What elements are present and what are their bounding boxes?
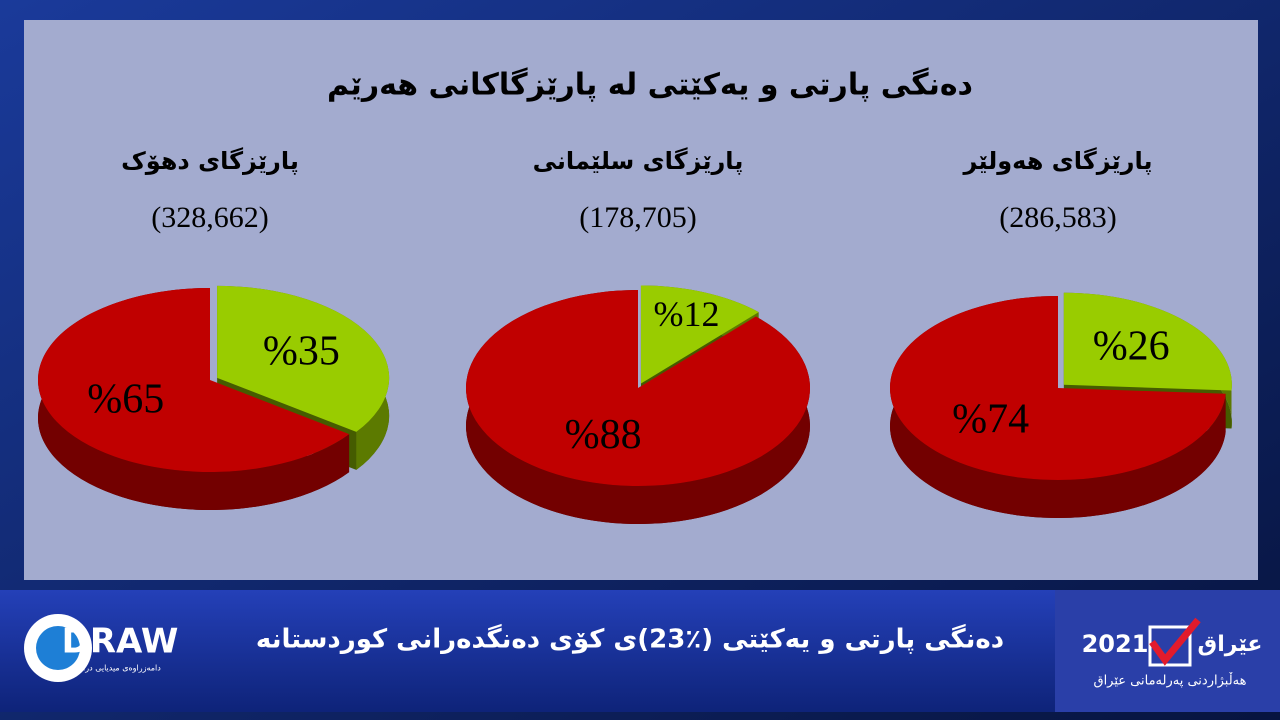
pie-value-label: %35 xyxy=(263,328,340,374)
badge-box-icon xyxy=(1148,625,1192,667)
pie-slice xyxy=(37,287,350,472)
logo-tagline: دامەزراوەی میدیایی دراو xyxy=(78,664,161,673)
pie-slice-side xyxy=(37,287,350,510)
pie-slice xyxy=(465,290,811,487)
pie-slice xyxy=(1063,292,1232,391)
pie-value-label: %74 xyxy=(952,396,1029,442)
badge-name: عێراق xyxy=(1198,632,1263,657)
pie-subtitle: (178,705) xyxy=(579,201,696,234)
logo-mark-inner xyxy=(36,626,80,670)
pie-subtitle: (286,583) xyxy=(999,201,1116,234)
logo-text: DRAW xyxy=(62,622,179,662)
pie-subtitle: (328,662) xyxy=(151,201,268,234)
pie-title: پارێزگای هەولێر xyxy=(963,147,1153,175)
charts: پارێزگای دهۆک (328,662) %35 %65 پارێزگای سلێ… xyxy=(37,147,1232,524)
pie-slice xyxy=(217,285,390,432)
pie-title: پارێزگای سلێمانی xyxy=(533,147,744,175)
pie-title: پارێزگای دهۆک xyxy=(121,147,299,175)
main-title: دەنگی پارتی و یەکێتی لە پارێزگاکانی هەرێ… xyxy=(327,67,973,103)
badge-check xyxy=(1149,617,1201,666)
pie-slice xyxy=(640,285,759,384)
badge-box xyxy=(1055,590,1280,712)
pie-value-label: %65 xyxy=(87,377,164,423)
pie-value-label: %12 xyxy=(654,294,720,334)
footer-headline: دەنگی پارتی و یەکێتی (٪23)ی کۆی دەنگدەرا… xyxy=(256,624,1004,655)
pie-slice xyxy=(890,296,1226,480)
pie-value-label: %26 xyxy=(1093,324,1170,370)
pie-value-label: %88 xyxy=(565,412,642,458)
badge-year: 2021 xyxy=(1082,630,1149,658)
badge-caption: هەڵبژاردنی پەرلەمانی عێراق xyxy=(1093,672,1246,689)
